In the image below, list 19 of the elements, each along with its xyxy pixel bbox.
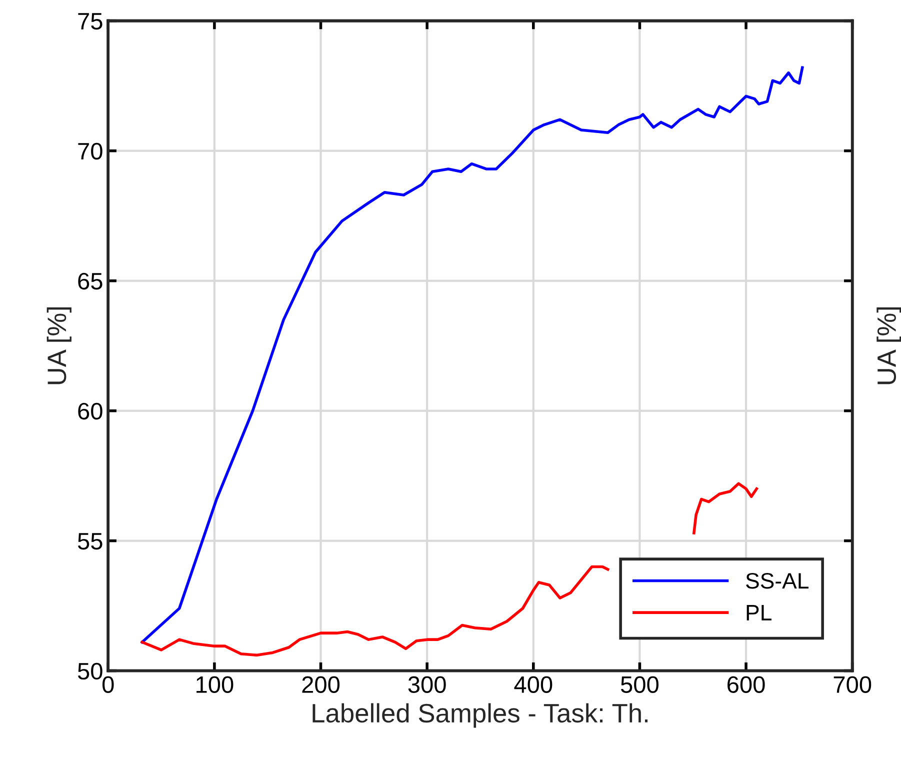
y-tick-label: 60: [78, 402, 102, 420]
x-tick-label: 100: [196, 676, 234, 693]
y-tick-label: 55: [78, 533, 102, 550]
legend-label: PL: [746, 605, 772, 620]
x-tick-label: 600: [728, 676, 765, 693]
y-tick-label: 75: [78, 13, 102, 30]
x-tick-label: 500: [620, 676, 658, 693]
x-tick-label: 200: [302, 676, 340, 693]
y-tick-label: 70: [78, 142, 102, 160]
legend-label: SS-AL: [746, 572, 809, 589]
y-tick-label: 50: [78, 662, 102, 680]
x-tick-label: 300: [408, 676, 446, 693]
y-axis-title: UA [%]: [46, 307, 72, 384]
x-axis-title: Labelled Samples - Task: Th.: [312, 703, 648, 728]
y2-axis-title: UA [%]: [876, 307, 901, 384]
x-tick-label: 0: [102, 676, 114, 693]
y-tick-label: 65: [78, 272, 102, 290]
x-tick-label: 400: [514, 676, 552, 693]
x-tick-label: 700: [834, 676, 872, 693]
